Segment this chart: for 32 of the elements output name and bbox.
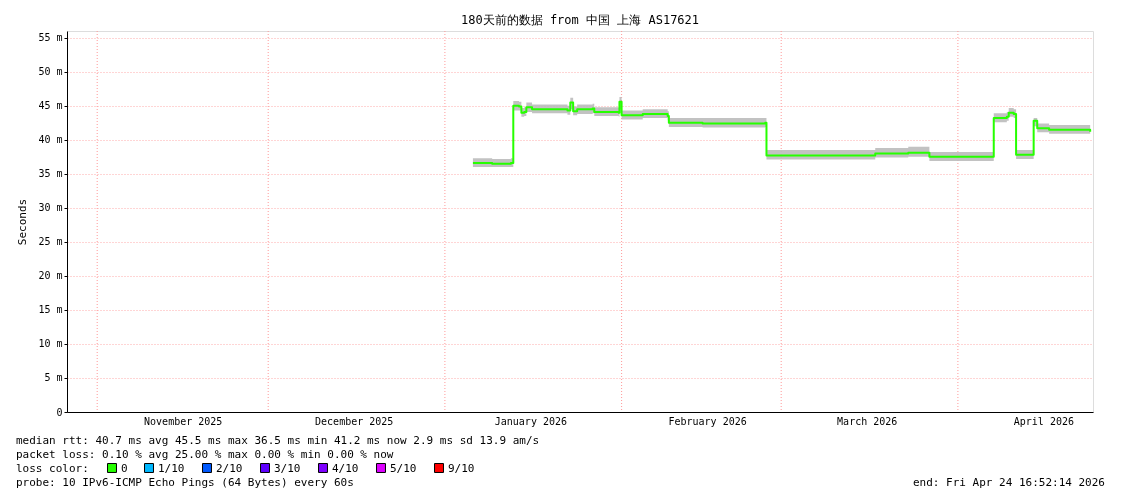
y-tick-label: 40 m [38,134,63,146]
x-tick-label: March 2026 [837,415,898,427]
x-tick-label: December 2025 [315,415,394,427]
legend-label: 5/10 [390,462,417,475]
y-tick-label: 30 m [38,202,63,214]
legend-title: loss color: [16,462,89,475]
y-tick-label: 45 m [38,100,63,112]
text: packet loss: 0.10 % avg 25.00 % max 0.00 % min 0.00 % now [16,448,394,461]
y-tick-label: 20 m [38,270,63,282]
y-tick-label: 15 m [38,304,63,316]
y-tick-label: 25 m [38,236,63,248]
y-tick-label: 5 m [44,372,63,384]
legend-label: 0 [121,462,128,475]
x-tick-label: February 2026 [668,415,747,427]
x-tick-label: January 2026 [494,415,568,427]
y-tick-label: 35 m [38,168,63,180]
text: probe: 10 IPv6-ICMP Echo Pings (64 Bytes) every 60s [16,476,354,489]
legend-label: 4/10 [332,462,359,475]
y-tick-label: 50 m [38,66,63,78]
legend-label: 3/10 [274,462,301,475]
legend-label: 1/10 [158,462,185,475]
y-tick-label: 55 m [38,32,63,44]
x-tick-label: April 2026 [1013,415,1074,427]
y-axis-title: Seconds [16,198,30,246]
y-tick-label: 0 [56,406,63,418]
legend-label: 9/10 [448,462,475,475]
legend-label: 2/10 [216,462,243,475]
y-tick-label: 10 m [38,338,63,350]
text: median rtt: 40.7 ms avg 45.5 ms max 36.5 ms min 41.2 ms now 2.9 ms sd 13.9 am/s [16,434,540,447]
x-tick-label: November 2025 [144,415,223,427]
chart-title: 180天前的数据 from 中国 上海 AS17621 [460,12,700,27]
text: end: Fri Apr 24 16:52:14 2026 [912,476,1105,489]
